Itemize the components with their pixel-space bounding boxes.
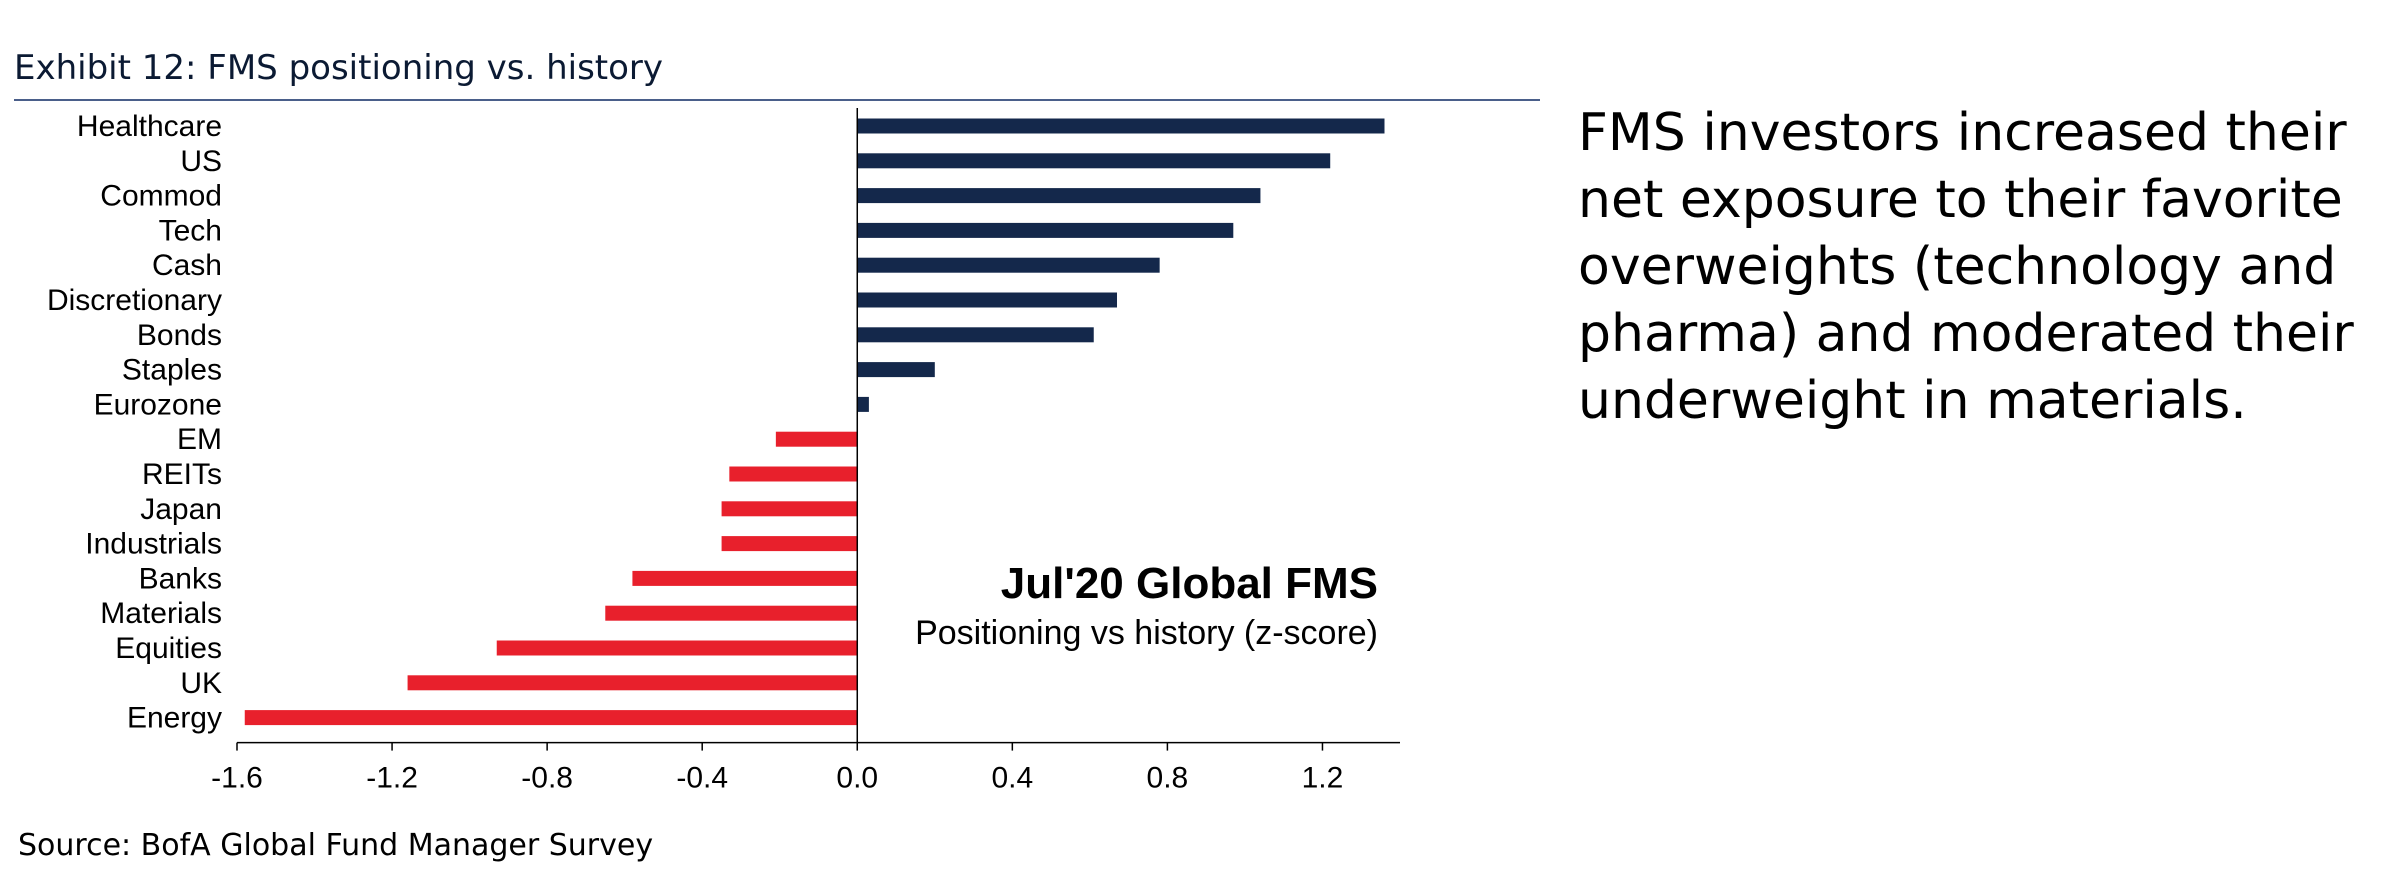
bar-cash [857,257,1160,273]
bar-eurozone [857,396,869,412]
chart-annotation-subtitle: Positioning vs history (z-score) [915,614,1378,652]
title-divider [14,99,1540,101]
category-label-bonds: Bonds [137,319,222,352]
chart-annotation-title: Jul'20 Global FMS [1001,559,1378,608]
category-label-tech: Tech [159,214,222,247]
x-tick-label: 1.2 [1302,762,1344,795]
x-tick-label: 0.0 [836,762,878,795]
category-label-industrials: Industrials [85,528,222,561]
category-label-em: EM [177,423,222,456]
bar-equities [496,640,858,656]
exhibit-title: Exhibit 12: FMS positioning vs. history [14,48,664,88]
x-tick-label: -1.2 [366,762,418,795]
bar-discretionary [857,292,1118,308]
bar-tech [857,222,1234,238]
category-label-cash: Cash [152,249,222,282]
category-label-healthcare: Healthcare [77,110,222,143]
category-label-banks: Banks [139,562,222,595]
bar-healthcare [857,118,1385,134]
bar-staples [857,362,935,378]
category-label-us: US [180,145,222,178]
category-label-eurozone: Eurozone [94,388,222,421]
category-label-discretionary: Discretionary [47,284,222,317]
bar-banks [632,570,858,586]
bar-uk [407,675,858,691]
x-tick-label: 0.8 [1147,762,1189,795]
bar-commod [857,188,1261,204]
x-tick-label: 0.4 [991,762,1033,795]
category-label-staples: Staples [122,354,222,387]
bar-us [857,153,1331,169]
bar-bonds [857,327,1094,343]
category-label-japan: Japan [140,493,222,526]
bar-em [775,431,858,447]
bar-materials [605,605,858,621]
category-label-energy: Energy [127,702,222,735]
category-label-uk: UK [180,667,222,700]
bar-industrials [721,536,858,552]
x-tick-label: -0.8 [521,762,573,795]
category-label-materials: Materials [100,597,222,630]
category-label-commod: Commod [100,180,222,213]
x-tick-label: -0.4 [676,762,728,795]
source-note: Source: BofA Global Fund Manager Survey [18,828,654,863]
category-label-reits: REITs [142,458,222,491]
commentary-text: FMS investors increased their net exposu… [1578,103,2354,431]
bar-energy [244,710,858,726]
x-tick-label: -1.6 [211,762,263,795]
positioning-bar-chart: HealthcareUSCommodTechCashDiscretionaryB… [47,108,1400,795]
bar-japan [721,501,858,517]
category-label-equities: Equities [115,632,222,665]
bar-reits [729,466,858,482]
